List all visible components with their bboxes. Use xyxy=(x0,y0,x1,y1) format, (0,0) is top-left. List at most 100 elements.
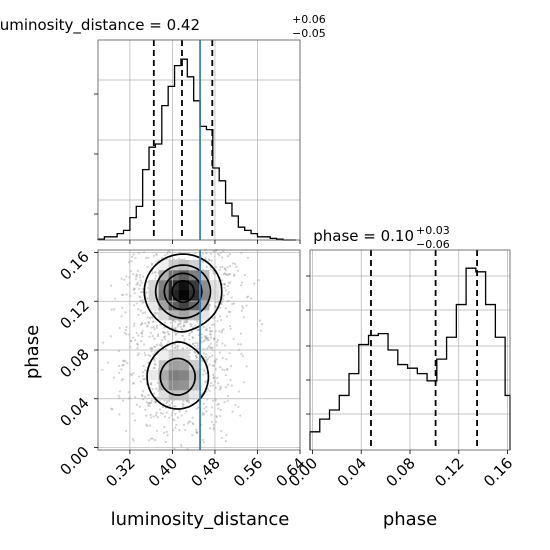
scatter-point xyxy=(167,340,170,343)
scatter-point xyxy=(180,414,183,417)
scatter-point xyxy=(176,344,179,347)
heatmap-cell xyxy=(158,270,169,281)
ytick-marks-phase xyxy=(306,275,310,415)
scatter-point xyxy=(196,344,199,347)
scatter-point xyxy=(216,403,219,406)
scatter-point xyxy=(204,336,207,339)
scatter-point xyxy=(132,336,135,339)
scatter-point xyxy=(224,440,228,443)
ytick-label: 0.16 xyxy=(56,248,92,284)
ytick-label: 0.04 xyxy=(56,394,92,430)
scatter-point xyxy=(205,360,208,363)
xtick-label: 0.04 xyxy=(334,454,370,490)
scatter-point xyxy=(229,281,232,284)
scatter-point xyxy=(194,354,197,358)
heatmap-cell xyxy=(168,310,180,321)
scatter-point xyxy=(164,338,167,341)
scatter-point xyxy=(150,350,153,353)
scatter-point xyxy=(181,328,184,332)
scatter-point xyxy=(188,332,191,335)
scatter-point xyxy=(190,330,194,333)
scatter-point xyxy=(133,419,137,422)
axes-frame xyxy=(97,39,301,241)
scatter-point xyxy=(157,333,160,336)
scatter-point xyxy=(132,288,136,291)
heatmap-cell xyxy=(199,300,210,311)
scatter-point xyxy=(228,352,231,355)
scatter-point xyxy=(212,271,215,275)
scatter-point xyxy=(150,262,154,265)
histogram-step-line xyxy=(97,58,296,241)
heatmap-cell xyxy=(199,310,210,321)
scatter-point xyxy=(209,346,212,349)
scatter-point xyxy=(187,422,190,425)
scatter-point xyxy=(200,341,203,344)
scatter-point xyxy=(196,353,199,356)
scatter-point xyxy=(219,387,222,390)
scatter-point xyxy=(205,265,209,268)
scatter-point xyxy=(253,282,256,285)
scatter-point xyxy=(203,370,206,373)
scatter-point xyxy=(134,396,137,399)
scatter-point xyxy=(211,323,214,326)
scatter-point xyxy=(142,378,145,381)
scatter-point xyxy=(110,407,113,410)
scatter-point xyxy=(173,447,176,450)
scatter-point xyxy=(223,282,226,286)
heatmap-cell xyxy=(188,270,200,281)
scatter-point xyxy=(151,335,154,338)
scatter-point xyxy=(160,257,164,260)
scatter-point xyxy=(221,329,224,332)
xtick-label: 0.40 xyxy=(145,454,181,490)
scatter-point xyxy=(220,436,223,440)
xtick-label: 0.12 xyxy=(431,454,467,490)
scatter-point xyxy=(212,317,215,320)
scatter-point xyxy=(178,428,181,432)
scatter-point xyxy=(160,344,164,347)
scatter-point xyxy=(150,347,153,350)
heatmap-cell xyxy=(199,280,210,291)
scatter-point xyxy=(224,272,227,275)
scatter-point xyxy=(220,319,223,322)
scatter-point xyxy=(164,335,167,338)
scatter-point xyxy=(175,423,178,427)
scatter-point xyxy=(202,340,205,343)
scatter-point xyxy=(208,259,211,262)
scatter-point xyxy=(229,327,232,330)
scatter-point xyxy=(227,291,230,294)
scatter-point xyxy=(140,393,144,397)
scatter-point xyxy=(208,333,211,336)
scatter-point xyxy=(202,402,205,405)
scatter-point xyxy=(226,394,230,398)
scatter-point xyxy=(146,316,150,319)
scatter-point xyxy=(112,376,116,379)
scatter-point xyxy=(223,267,226,270)
scatter-point xyxy=(182,423,186,427)
scatter-point xyxy=(176,323,180,326)
scatter-point xyxy=(138,295,141,298)
scatter-point xyxy=(226,399,229,402)
scatter-point xyxy=(153,350,156,353)
scatter-point xyxy=(219,266,222,269)
scatter-point xyxy=(258,319,261,322)
scatter-point xyxy=(215,415,218,419)
scatter-point xyxy=(148,401,151,404)
heatmap-cell xyxy=(158,390,169,401)
scatter-point xyxy=(195,347,198,350)
scatter-point xyxy=(147,256,150,259)
scatter-point xyxy=(167,399,171,403)
scatter-point xyxy=(229,379,232,382)
scatter-point xyxy=(208,355,211,359)
contour-line xyxy=(171,279,195,303)
scatter-point xyxy=(202,325,205,328)
scatter-point xyxy=(146,265,149,268)
scatter-point xyxy=(125,275,128,278)
scatter-point xyxy=(181,334,184,337)
scatter-point xyxy=(154,345,157,348)
scatter-point xyxy=(191,335,194,339)
scatter-point xyxy=(193,350,196,353)
scatter-point xyxy=(131,255,134,259)
scatter-point xyxy=(189,325,193,328)
ytick-label: 0.08 xyxy=(56,345,92,381)
scatter-point xyxy=(154,400,157,403)
